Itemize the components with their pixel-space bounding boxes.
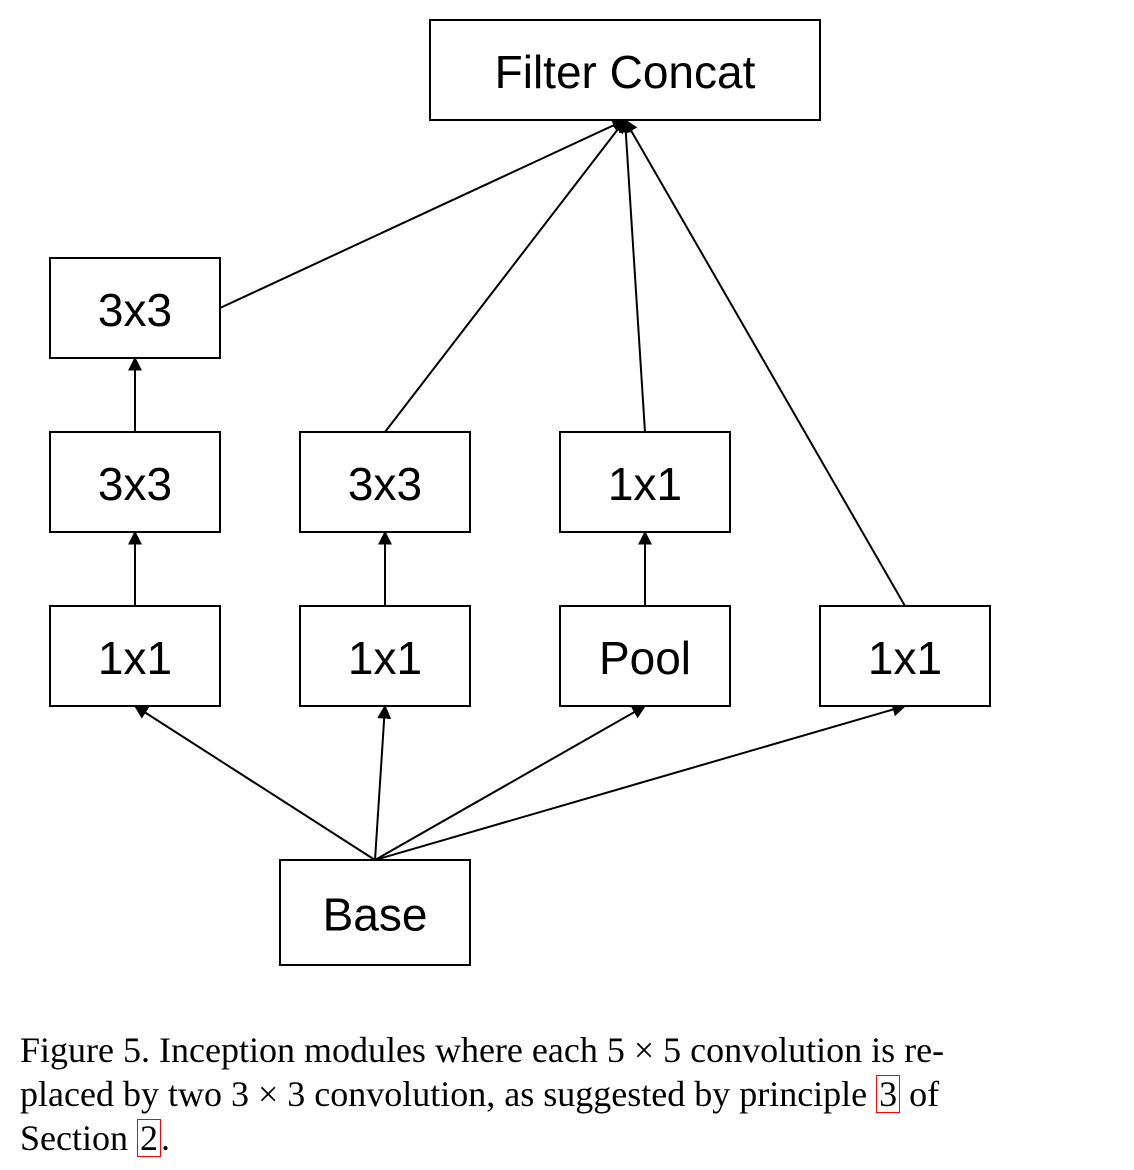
node-a1: 1x1 [50, 606, 220, 706]
edge-c2-concat [625, 120, 645, 432]
edge-a3-concat [220, 120, 625, 308]
node-a2: 3x3 [50, 432, 220, 532]
edges-layer [135, 120, 905, 860]
caption-seg6: Section [20, 1118, 137, 1158]
node-c1: Pool [560, 606, 730, 706]
node-label-b1: 1x1 [348, 632, 422, 684]
caption-prefix: Figure 5. [20, 1030, 159, 1070]
node-label-a3: 3x3 [98, 284, 172, 336]
caption-line-3: Section 2. [20, 1116, 1114, 1160]
nodes-layer: Filter Concat 3x3 3x3 1x1 3x3 1x1 1x1 Pool 1x1 Ba… [50, 20, 990, 965]
edge-d1-concat [625, 120, 905, 606]
node-label-a2: 3x3 [98, 458, 172, 510]
node-c2: 1x1 [560, 432, 730, 532]
node-b2: 3x3 [300, 432, 470, 532]
edge-base-b1 [375, 706, 385, 860]
edge-base-a1 [135, 706, 375, 860]
node-label-d1: 1x1 [868, 632, 942, 684]
edge-base-c1 [375, 706, 645, 860]
caption-ref2: 2 [137, 1119, 161, 1157]
caption-seg3: placed by two [20, 1074, 231, 1114]
caption-math2: 3 × 3 [231, 1074, 305, 1114]
node-label-a1: 1x1 [98, 632, 172, 684]
caption-ref1: 3 [876, 1075, 900, 1113]
node-concat: Filter Concat [430, 20, 820, 120]
caption-seg2: convolution is re- [681, 1030, 944, 1070]
node-label-b2: 3x3 [348, 458, 422, 510]
node-a3: 3x3 [50, 258, 220, 358]
caption-seg5: of [900, 1074, 939, 1114]
edge-b2-concat [385, 120, 625, 432]
caption-line-1: Figure 5. Inception modules where each 5… [20, 1028, 1114, 1072]
edge-base-d1 [375, 706, 905, 860]
node-b1: 1x1 [300, 606, 470, 706]
node-d1: 1x1 [820, 606, 990, 706]
node-base: Base [280, 860, 470, 965]
caption-seg1: Inception modules where each [159, 1030, 607, 1070]
caption-seg7: . [161, 1118, 170, 1158]
figure-caption: Figure 5. Inception modules where each 5… [20, 1028, 1114, 1160]
caption-line-2: placed by two 3 × 3 convolution, as sugg… [20, 1072, 1114, 1116]
page-root: Filter Concat 3x3 3x3 1x1 3x3 1x1 1x1 Pool 1x1 Ba… [0, 0, 1134, 1170]
node-label-c2: 1x1 [608, 458, 682, 510]
node-label-c1: Pool [599, 632, 691, 684]
node-label-base: Base [323, 889, 428, 941]
node-label-concat: Filter Concat [495, 46, 756, 98]
caption-seg4: convolution, as suggested by principle [305, 1074, 876, 1114]
inception-diagram: Filter Concat 3x3 3x3 1x1 3x3 1x1 1x1 Pool 1x1 Ba… [0, 0, 1134, 1020]
caption-math1: 5 × 5 [607, 1030, 681, 1070]
